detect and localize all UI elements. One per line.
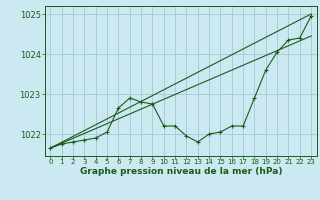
X-axis label: Graphe pression niveau de la mer (hPa): Graphe pression niveau de la mer (hPa)	[80, 167, 282, 176]
